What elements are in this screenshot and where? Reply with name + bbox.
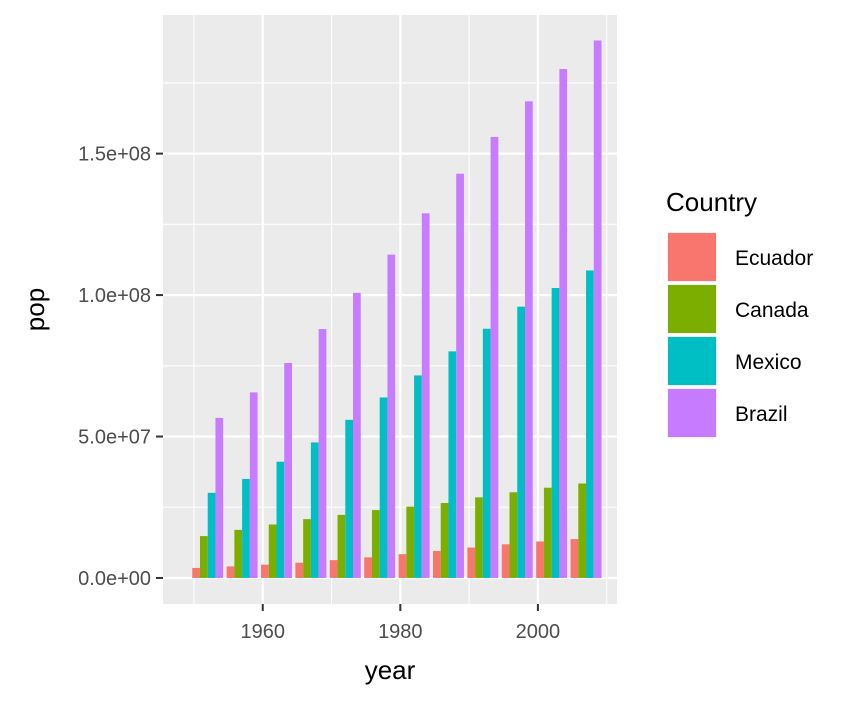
legend-label-ecuador: Ecuador [735, 247, 813, 270]
legend-key-ecuador [668, 233, 716, 281]
legend-label-canada: Canada [735, 299, 809, 322]
legend: Country Ecuador Canada Mexico Brazil [666, 187, 813, 438]
bar-mexico-1962 [276, 461, 285, 578]
bar-canada-1967 [303, 519, 311, 578]
legend-title: Country [666, 187, 757, 217]
bar-canada-2002 [543, 487, 552, 578]
legend-key-mexico [668, 337, 716, 385]
bar-brazil-1992 [490, 136, 499, 578]
legend-label-mexico: Mexico [735, 351, 802, 374]
bar-ecuador-1952 [192, 567, 200, 578]
bar-mexico-1957 [242, 478, 250, 578]
bar-canada-2007 [578, 483, 587, 578]
bar-mexico-1982 [414, 375, 422, 578]
bar-canada-1987 [440, 503, 449, 578]
y-axis-title: pop [20, 288, 50, 331]
bar-brazil-1962 [284, 362, 292, 578]
y-tick-label: 1.0e+08 [78, 285, 151, 307]
legend-key-canada [668, 285, 716, 333]
bar-brazil-1977 [387, 254, 396, 578]
bar-ecuador-1962 [261, 564, 269, 578]
bar-mexico-1977 [379, 397, 388, 578]
bar-mexico-2007 [586, 270, 594, 578]
bar-ecuador-1977 [364, 557, 372, 578]
bar-mexico-1972 [345, 419, 354, 578]
bar-canada-1962 [268, 524, 277, 578]
bar-ecuador-1972 [329, 560, 338, 578]
x-axis-title: year [365, 655, 416, 685]
bar-ecuador-2002 [536, 541, 544, 578]
bar-brazil-1982 [421, 213, 430, 578]
bar-brazil-1967 [318, 329, 327, 578]
bar-ecuador-1997 [501, 544, 510, 578]
bar-brazil-1997 [524, 101, 533, 578]
bar-ecuador-1987 [432, 550, 441, 578]
bar-mexico-2002 [551, 287, 560, 578]
bar-mexico-1967 [310, 442, 319, 578]
legend-key-brazil [668, 389, 716, 437]
bar-mexico-1952 [207, 492, 216, 578]
bar-canada-1997 [509, 492, 518, 578]
bar-ecuador-1992 [467, 547, 476, 578]
legend-label-brazil: Brazil [735, 403, 788, 426]
bar-ecuador-1957 [226, 566, 235, 578]
bar-canada-1952 [199, 536, 208, 578]
bar-mexico-1992 [482, 328, 491, 578]
bar-canada-1957 [234, 529, 243, 578]
bar-ecuador-1982 [398, 554, 407, 578]
bar-canada-1992 [475, 497, 483, 578]
x-tick-label: 1980 [378, 621, 423, 643]
y-axis: 0.0e+00 5.0e+07 1.0e+08 1.5e+08 [78, 144, 163, 590]
x-tick-label: 1960 [240, 621, 285, 643]
y-tick-label: 5.0e+07 [78, 427, 151, 449]
bar-mexico-1997 [517, 306, 525, 578]
bar-canada-1977 [371, 510, 380, 578]
y-tick-label: 0.0e+00 [78, 568, 151, 590]
bar-brazil-1987 [456, 173, 464, 578]
bar-canada-1972 [337, 514, 346, 578]
bar-canada-1982 [406, 506, 415, 578]
bar-mexico-1987 [448, 351, 457, 578]
bar-brazil-2007 [593, 40, 602, 578]
x-axis: 1960 1980 2000 [240, 604, 560, 643]
bar-brazil-1972 [353, 292, 361, 578]
bar-brazil-1957 [249, 392, 258, 578]
y-tick-label: 1.5e+08 [78, 144, 151, 166]
bars-layer [192, 40, 602, 578]
x-tick-label: 2000 [516, 621, 561, 643]
bar-ecuador-1967 [295, 562, 304, 578]
bar-brazil-2002 [559, 69, 568, 578]
bar-ecuador-2007 [570, 539, 579, 578]
bar-brazil-1952 [215, 417, 224, 578]
